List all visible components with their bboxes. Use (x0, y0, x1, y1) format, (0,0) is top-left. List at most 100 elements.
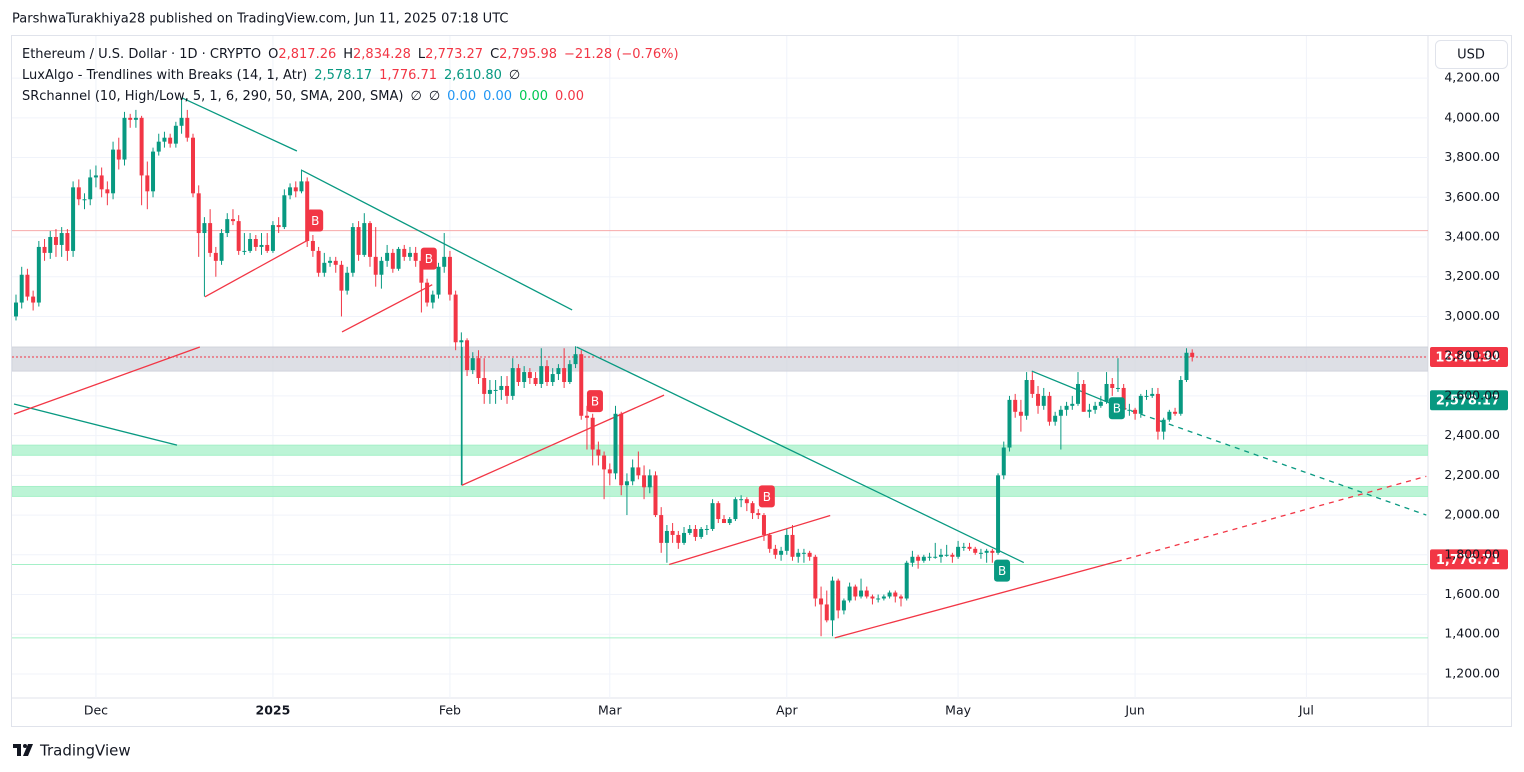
candle-body (111, 149, 116, 194)
currency-label[interactable]: USD (1457, 48, 1485, 63)
candle-body (1110, 383, 1115, 388)
candle-body (676, 534, 681, 543)
candle-body (996, 475, 1001, 553)
candle-body (1041, 395, 1046, 406)
candle-body (202, 223, 207, 234)
candle-body (927, 556, 932, 558)
candle-body (910, 556, 915, 563)
candle-body (1075, 383, 1080, 404)
candle-body (796, 552, 801, 557)
candle-body (465, 340, 470, 371)
candle-body (653, 475, 658, 516)
price-tag-label: 2,578.17 (1436, 394, 1500, 409)
candle-body (305, 181, 310, 241)
candle-body (807, 552, 812, 557)
brand-name: TradingView (39, 742, 131, 760)
candle-body (350, 227, 355, 273)
candle-body (1087, 409, 1092, 412)
candle-body (973, 548, 978, 553)
candle-body (505, 385, 510, 396)
candle-body (522, 372, 527, 382)
candle-body (288, 187, 293, 196)
candle-body (956, 546, 961, 557)
trendline (1116, 475, 1427, 563)
candle-body (367, 223, 372, 257)
candle-body (887, 592, 892, 597)
x-tick-label: May (945, 703, 971, 718)
x-tick-label: Apr (776, 703, 798, 718)
overlay: B B B B B B 16:41:34 2,578.17 1,776.71 Ethereum /… (22, 47, 1508, 582)
candle-body (1001, 447, 1006, 476)
candle-body (1070, 403, 1075, 406)
candle-body (727, 519, 732, 524)
candle-body (13, 302, 18, 317)
candle-body (219, 233, 224, 261)
candle-body (447, 256, 452, 295)
candle-body (967, 546, 972, 549)
price-tag-label: 16:41:34 (1435, 350, 1500, 365)
trendline (341, 284, 433, 333)
candle-body (225, 219, 230, 234)
candle-body (556, 368, 561, 375)
candle-body (739, 499, 744, 501)
candle-body (430, 294, 435, 303)
candle-body (898, 596, 903, 599)
candle-body (379, 260, 384, 275)
break-marker (758, 485, 775, 508)
break-marker (420, 247, 437, 270)
candle-body (950, 554, 955, 557)
break-marker (994, 559, 1011, 582)
candle-body (1167, 411, 1172, 420)
candle-body (48, 237, 53, 253)
candle-body (1155, 393, 1160, 432)
trendline (461, 394, 665, 486)
candle-body (579, 354, 584, 416)
candle-body (265, 244, 270, 251)
candle-body (253, 238, 258, 247)
candle-body (1018, 411, 1023, 416)
candle-body (1007, 399, 1012, 448)
y-tick-label: 3,800.00 (1444, 149, 1500, 164)
candle-body (693, 528, 698, 537)
legend-line: Ethereum / U.S. Dollar · 1D · CRYPTO O2,8… (22, 47, 679, 62)
trendline (668, 514, 831, 566)
candle-body (1138, 395, 1143, 414)
candle-body (744, 499, 749, 504)
break-marker (586, 390, 603, 413)
candle-body (396, 248, 401, 269)
candle-body (1064, 405, 1069, 410)
break-marker (307, 209, 324, 232)
currency-button[interactable] (1435, 40, 1508, 69)
legend-item-value: 0.00 (447, 89, 476, 104)
break-marker-label: B (763, 490, 771, 504)
candle-body (213, 252, 218, 261)
legend-item-value: ∅ (411, 89, 422, 104)
sr-zone (12, 444, 1428, 456)
legend-item-value: 2,795.98 (499, 47, 557, 62)
candle-body (664, 530, 669, 543)
price-tag-label: 1,776.71 (1436, 553, 1500, 568)
legend-item-value: 0.00 (519, 89, 548, 104)
candle-body (516, 368, 521, 382)
candle-body (767, 534, 772, 549)
candle-body (1144, 395, 1149, 397)
candle-body (836, 580, 841, 611)
break-marker-label: B (998, 564, 1006, 578)
candle-body (168, 137, 173, 144)
candle-body (322, 262, 327, 273)
candle-body (544, 366, 549, 382)
candle-body (1190, 352, 1195, 357)
trendline (1031, 370, 1113, 405)
y-tick-label: 1,600.00 (1444, 586, 1500, 601)
legend-item-value: 1,776.71 (379, 68, 437, 83)
candle-body (1081, 383, 1086, 412)
candle-body (619, 413, 624, 486)
candle-body (1104, 383, 1109, 402)
legend-item-value: 2,610.80 (444, 68, 502, 83)
candle-body (864, 590, 869, 597)
y-tick-label: 2,400.00 (1444, 427, 1500, 442)
candle-body (390, 252, 395, 269)
legend-item-value: 0.00 (555, 89, 584, 104)
x-tick-label: Jun (1124, 703, 1145, 718)
